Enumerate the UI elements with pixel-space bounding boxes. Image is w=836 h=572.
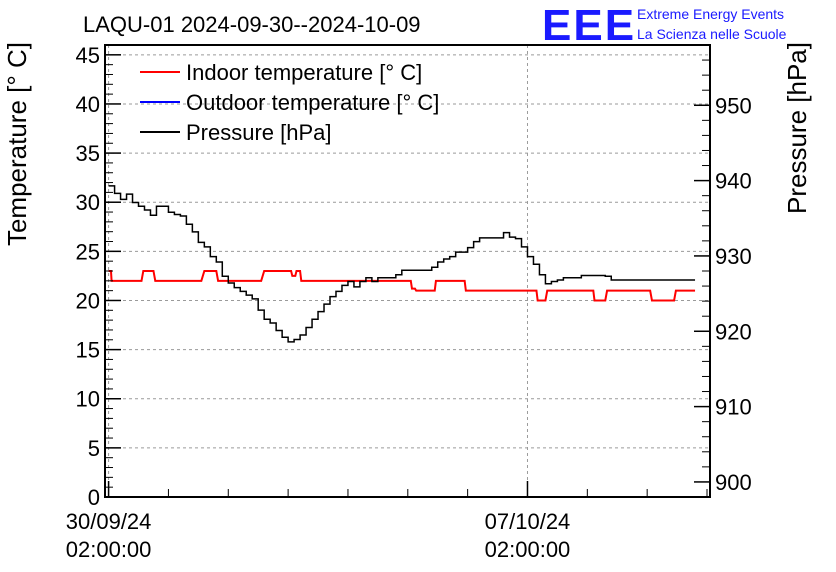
y-tick-label-30: 30 [76,190,100,215]
y2-tick-label-950: 950 [715,93,752,118]
logo-line1: Extreme Energy Events [637,6,784,22]
legend-label-2: Pressure [hPa] [186,120,332,145]
y2-tick-label-910: 910 [715,395,752,420]
logo-line2: La Scienza nelle Scuole [637,26,787,42]
logo-mark: EEE [542,1,636,50]
y-tick-label-35: 35 [76,141,100,166]
y2-tick-label-940: 940 [715,169,752,194]
y2-axis-label: Pressure [hPa] [782,42,812,214]
legend: Indoor temperature [° C] Outdoor temperat… [140,60,439,145]
y-tick-label-0: 0 [88,485,100,510]
x-tick-label-date-1: 07/10/24 [485,509,571,534]
y-tick-label-40: 40 [76,92,100,117]
grid-lines [105,45,710,498]
y-tick-label-5: 5 [88,436,100,461]
chart-title: LAQU-01 2024-09-30--2024-10-09 [83,12,421,37]
y2-tick-label-900: 900 [715,470,752,495]
y2-tick-label-930: 930 [715,244,752,269]
y-axis-label: Temperature [° C] [2,42,32,246]
y-tick-label-45: 45 [76,43,100,68]
right-axis-ticks: 900 910 920 930 940 950 [694,44,752,498]
y-tick-label-25: 25 [76,239,100,264]
eee-logo: EEE Extreme Energy Events La Scienza nel… [542,1,787,50]
series-group [108,185,696,498]
x-tick-label-time-0: 02:00:00 [66,537,152,562]
legend-label-1: Outdoor temperature [° C] [186,90,439,115]
series-line-0 [108,270,696,302]
y2-tick-label-920: 920 [715,319,752,344]
legend-label-0: Indoor temperature [° C] [186,60,422,85]
y-tick-label-20: 20 [76,288,100,313]
x-tick-label-time-1: 02:00:00 [485,537,571,562]
y-tick-label-10: 10 [76,387,100,412]
y-tick-label-15: 15 [76,338,100,363]
series-line-2 [108,185,696,343]
x-axis-ticks: 30/09/24 02:00:00 07/10/24 02:00:00 [66,481,708,562]
x-tick-label-date-0: 30/09/24 [66,509,152,534]
left-axis-ticks: 0 5 10 15 20 25 30 35 40 45 [76,43,121,510]
